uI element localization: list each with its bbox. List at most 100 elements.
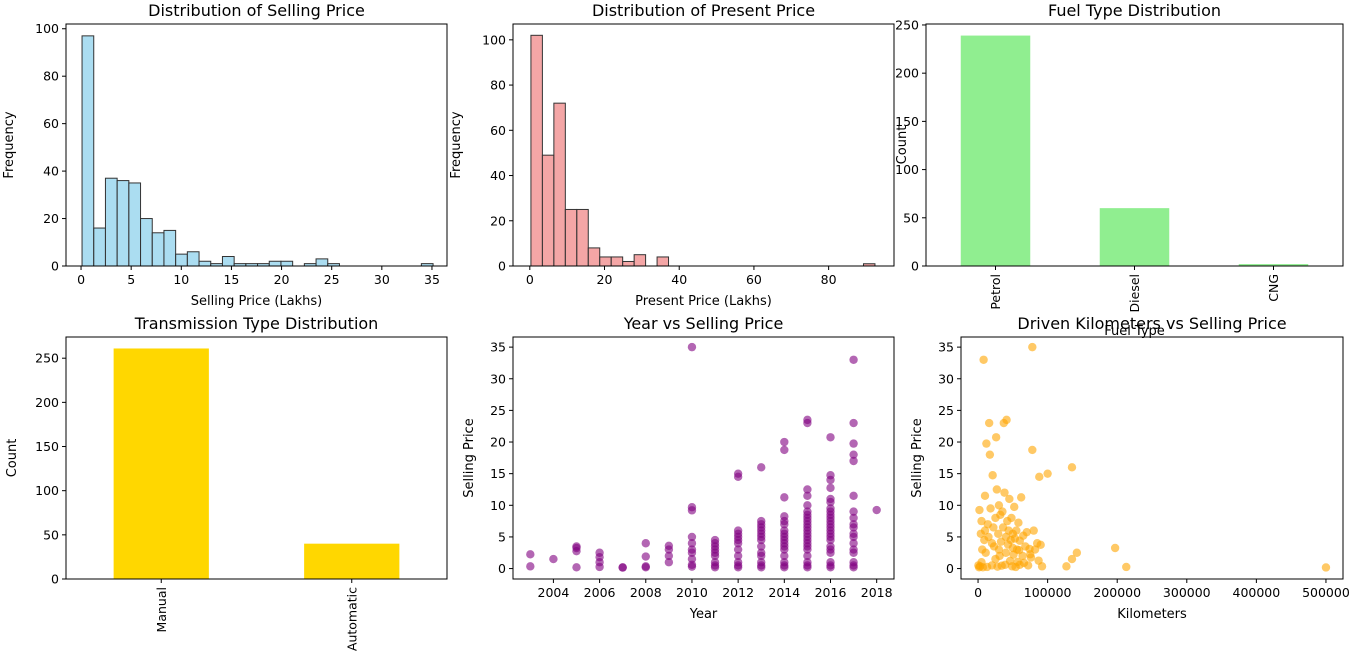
scatter-point xyxy=(975,505,984,515)
histogram-bar xyxy=(280,260,294,267)
scatter-point xyxy=(710,558,720,567)
x-tick-label: 20 xyxy=(274,272,290,287)
scatter-point xyxy=(780,512,789,521)
scatter-point xyxy=(1012,526,1021,535)
x-tick-label: 0 xyxy=(526,272,534,287)
y-tick-label: 25 xyxy=(490,403,506,418)
bar-petrol xyxy=(960,35,1031,267)
chart-panel-1: 0 20 40 60 80 100 0 5 10 15 20 25 30 35 Distribution o… xyxy=(2,1,448,309)
scatter-point xyxy=(757,542,766,551)
histogram-bar xyxy=(656,256,670,267)
scatter-point xyxy=(982,439,991,448)
scatter-point xyxy=(992,485,1002,494)
scatter-point xyxy=(1028,342,1037,352)
scatter-point xyxy=(980,491,990,501)
y-axis-label: Frequency xyxy=(449,111,464,178)
scatter-point xyxy=(1016,493,1026,502)
y-axis-label: Count xyxy=(895,126,910,165)
y-tick-label: 10 xyxy=(938,498,954,513)
y-tick-label: 5 xyxy=(946,529,954,544)
chart-title: Driven Kilometers vs Selling Price xyxy=(1017,314,1286,333)
x-axis-label: Year xyxy=(689,607,718,622)
bar-manual xyxy=(113,348,209,579)
scatter-point xyxy=(985,450,995,459)
scatter-point xyxy=(998,507,1007,516)
x-tick-label: 2004 xyxy=(538,585,570,600)
y-axis-label: Selling Price xyxy=(462,418,477,497)
y-tick-label: 50 xyxy=(903,210,919,225)
scatter-point xyxy=(826,494,835,504)
x-tick-label: 0 xyxy=(77,272,85,287)
histogram-bar xyxy=(198,260,212,267)
scatter-point xyxy=(687,342,697,352)
x-category-label: Manual xyxy=(154,587,169,632)
scatter-point xyxy=(1043,469,1052,478)
histogram-bar xyxy=(163,229,177,267)
y-tick-label: 0 xyxy=(946,561,954,576)
scatter-point xyxy=(994,501,1004,510)
scatter-point xyxy=(979,355,988,364)
scatter-point xyxy=(1018,551,1027,561)
scatter-point xyxy=(1072,548,1082,557)
x-category-label: CNG xyxy=(1266,274,1281,302)
y-tick-label: 60 xyxy=(43,116,59,131)
scatter-point xyxy=(595,548,604,557)
y-tick-label: 15 xyxy=(490,466,506,481)
scatter-point xyxy=(994,529,1003,538)
scatter-point xyxy=(687,502,697,512)
y-tick-label: 20 xyxy=(938,435,954,450)
y-tick-label: 20 xyxy=(490,213,506,228)
x-axis-label: Kilometers xyxy=(1117,607,1187,622)
marks-2 xyxy=(530,34,876,267)
scatter-point xyxy=(733,469,743,478)
scatter-point xyxy=(1005,494,1014,504)
y-tick-label: 15 xyxy=(938,466,954,481)
scatter-point xyxy=(618,563,627,572)
scatter-point xyxy=(849,355,858,364)
histogram-bar xyxy=(93,227,106,267)
histogram-bar xyxy=(553,102,566,267)
x-tick-label: 2012 xyxy=(722,585,754,600)
x-tick-label: 25 xyxy=(324,272,340,287)
scatter-point xyxy=(1321,563,1331,572)
scatter-point xyxy=(849,539,858,548)
x-tick-label: 5 xyxy=(127,272,135,287)
marks-4 xyxy=(113,348,400,579)
scatter-point xyxy=(526,562,535,571)
axes-frame xyxy=(65,23,448,267)
y-tick-label: 60 xyxy=(490,123,506,138)
x-tick-label: 2018 xyxy=(861,585,893,600)
scatter-point xyxy=(1067,554,1077,564)
chart-panel-2: 0 20 40 60 80 100 0 20 40 60 80 Distribution of Pre… xyxy=(449,1,895,309)
scatter-point xyxy=(803,558,812,567)
scatter-point xyxy=(757,548,766,557)
bar-diesel xyxy=(1099,208,1170,266)
scatter-point xyxy=(1014,518,1023,527)
scatter-point xyxy=(980,526,990,535)
scatter-point xyxy=(1007,513,1016,523)
y-tick-label: 20 xyxy=(43,211,59,226)
histogram-bar xyxy=(610,256,624,267)
scatter-point xyxy=(826,483,835,493)
scatter-point xyxy=(981,548,990,557)
histogram-bar xyxy=(564,208,578,267)
scatter-point xyxy=(1067,463,1077,472)
y-tick-label: 150 xyxy=(895,114,919,129)
scatter-point xyxy=(780,445,789,455)
y-tick-label: 35 xyxy=(938,340,954,355)
scatter-point xyxy=(733,551,743,561)
x-tick-label: 20 xyxy=(597,272,613,287)
scatter-point xyxy=(849,520,858,529)
scatter-point xyxy=(1037,562,1047,571)
scatter-point xyxy=(1029,526,1038,535)
y-tick-label: 0 xyxy=(51,259,59,274)
scatter-point xyxy=(984,418,994,428)
scatter-point xyxy=(641,539,650,548)
histogram-bar xyxy=(599,256,612,267)
histogram-bar xyxy=(151,232,165,267)
chart-panel-6: 0 5 10 15 20 25 30 35 0 100000 200000 300000 400000 5… xyxy=(910,314,1350,622)
y-axis-label: Frequency xyxy=(2,111,17,178)
chart-panel-3: 0 50 100 150 200 250 Petrol Diesel CNG Fuel Type … xyxy=(895,1,1344,339)
scatter-point xyxy=(803,491,812,501)
